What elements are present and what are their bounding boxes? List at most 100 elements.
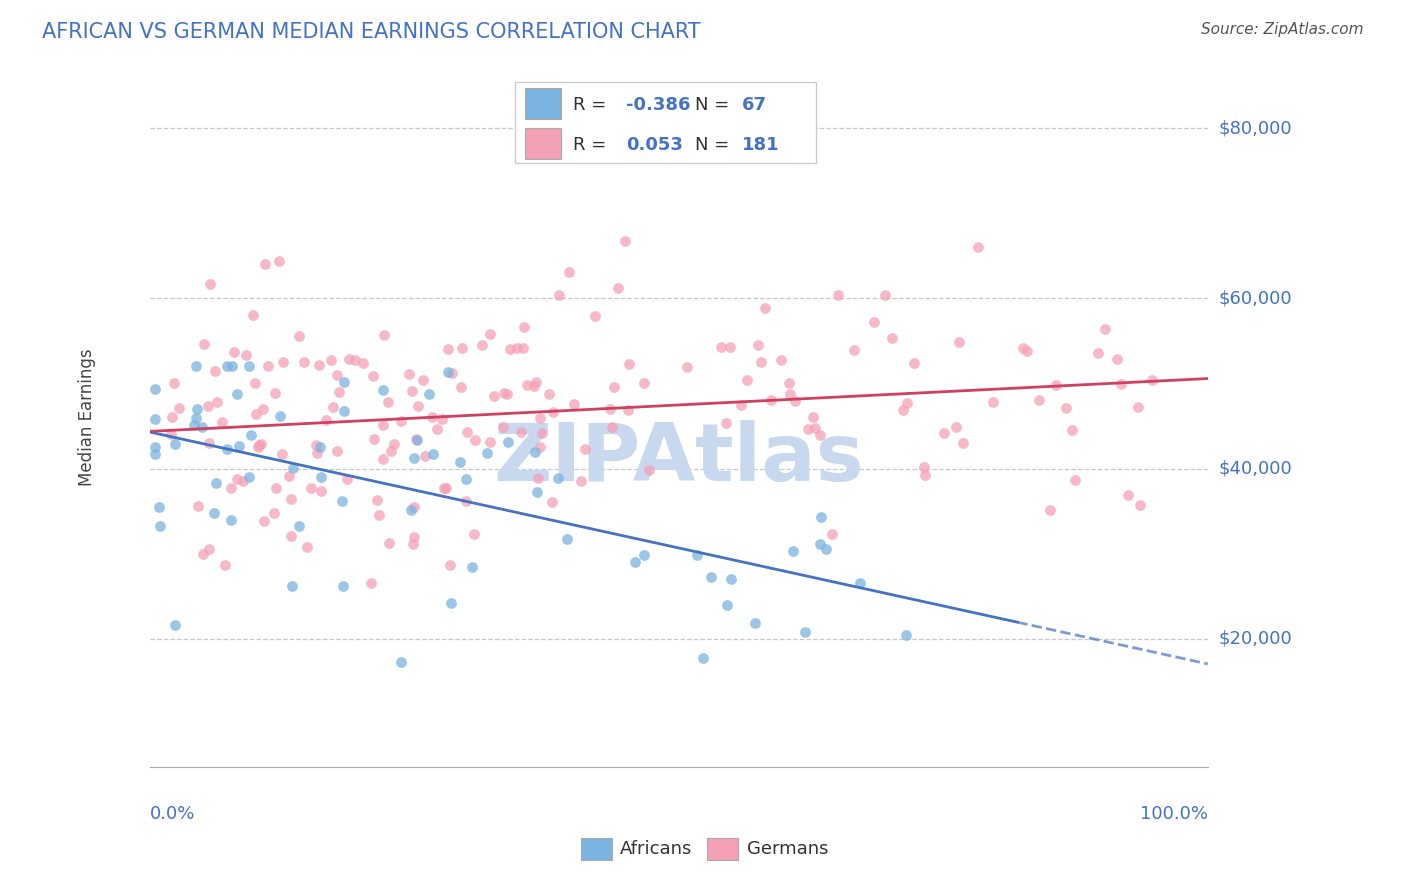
Point xyxy=(810,509,832,524)
Point xyxy=(948,334,970,349)
Point xyxy=(478,326,501,341)
Point xyxy=(599,402,621,417)
Point xyxy=(440,596,463,610)
Point xyxy=(299,481,322,495)
Point xyxy=(243,376,266,390)
Point xyxy=(754,301,776,316)
Point xyxy=(1140,373,1163,387)
Point xyxy=(143,447,166,461)
Point xyxy=(187,499,209,513)
Point xyxy=(204,364,226,378)
Point xyxy=(145,440,167,454)
Text: Median Earnings: Median Earnings xyxy=(79,349,96,486)
Point xyxy=(716,416,738,430)
Point xyxy=(405,432,427,446)
Point xyxy=(932,425,955,440)
Point xyxy=(295,540,318,554)
Point xyxy=(529,411,551,425)
Point xyxy=(361,369,384,384)
Point xyxy=(183,418,205,433)
Point xyxy=(710,340,733,354)
Point xyxy=(624,555,647,569)
Point xyxy=(281,461,304,475)
Point xyxy=(574,442,596,457)
Point xyxy=(437,365,460,379)
Point xyxy=(686,548,709,562)
Point xyxy=(186,402,208,417)
Point xyxy=(463,526,485,541)
Point xyxy=(547,288,569,302)
Point xyxy=(716,598,738,612)
Point xyxy=(433,482,456,496)
Point xyxy=(523,445,546,459)
Point xyxy=(143,383,166,397)
Point xyxy=(718,340,741,354)
Point xyxy=(264,481,287,495)
Point xyxy=(238,359,260,374)
Point xyxy=(494,385,516,400)
Point xyxy=(343,352,366,367)
FancyBboxPatch shape xyxy=(515,82,817,162)
Point xyxy=(228,439,250,453)
Text: ZIPAtlas: ZIPAtlas xyxy=(494,420,865,499)
Point xyxy=(406,399,429,413)
Point xyxy=(600,420,623,434)
Point xyxy=(782,544,804,558)
Point xyxy=(226,473,249,487)
Point xyxy=(603,380,626,394)
Point xyxy=(1015,344,1038,359)
Point xyxy=(422,447,444,461)
FancyBboxPatch shape xyxy=(526,128,561,159)
Point xyxy=(614,234,637,248)
Point xyxy=(191,420,214,434)
Point xyxy=(633,548,655,562)
Point xyxy=(450,380,472,394)
Point xyxy=(848,576,870,591)
Point xyxy=(676,360,699,375)
Point xyxy=(328,385,350,400)
Point xyxy=(531,426,554,441)
Point xyxy=(1028,392,1050,407)
Point xyxy=(336,472,359,486)
Point xyxy=(332,579,354,593)
Point xyxy=(537,387,560,401)
Point xyxy=(456,425,478,440)
Point xyxy=(326,444,349,458)
Point xyxy=(412,373,434,387)
Point xyxy=(214,558,236,572)
Point xyxy=(456,494,478,508)
Point xyxy=(280,529,302,543)
Point xyxy=(510,425,533,439)
Point xyxy=(288,519,311,533)
Point xyxy=(253,514,276,528)
Point xyxy=(211,415,233,429)
Point xyxy=(193,547,215,561)
Point xyxy=(583,309,606,323)
Point xyxy=(389,656,412,670)
Point xyxy=(360,575,382,590)
Point xyxy=(402,500,425,515)
Point xyxy=(197,436,219,450)
Point xyxy=(271,447,294,461)
Point xyxy=(143,412,166,426)
Point xyxy=(720,572,742,586)
Point xyxy=(281,579,304,593)
Point xyxy=(699,569,721,583)
Point xyxy=(235,348,257,362)
Point xyxy=(449,455,471,469)
Point xyxy=(167,401,190,415)
Point xyxy=(735,373,758,387)
Point xyxy=(430,412,453,426)
Text: N =: N = xyxy=(695,96,734,114)
Point xyxy=(377,536,399,550)
Point xyxy=(402,537,425,551)
Point xyxy=(245,408,267,422)
Point xyxy=(256,359,278,374)
Point xyxy=(692,650,714,665)
Point xyxy=(749,355,772,369)
Point xyxy=(779,387,801,401)
Point xyxy=(526,484,548,499)
Text: 0.0%: 0.0% xyxy=(150,805,195,823)
Point xyxy=(810,536,832,550)
Point xyxy=(569,474,592,488)
